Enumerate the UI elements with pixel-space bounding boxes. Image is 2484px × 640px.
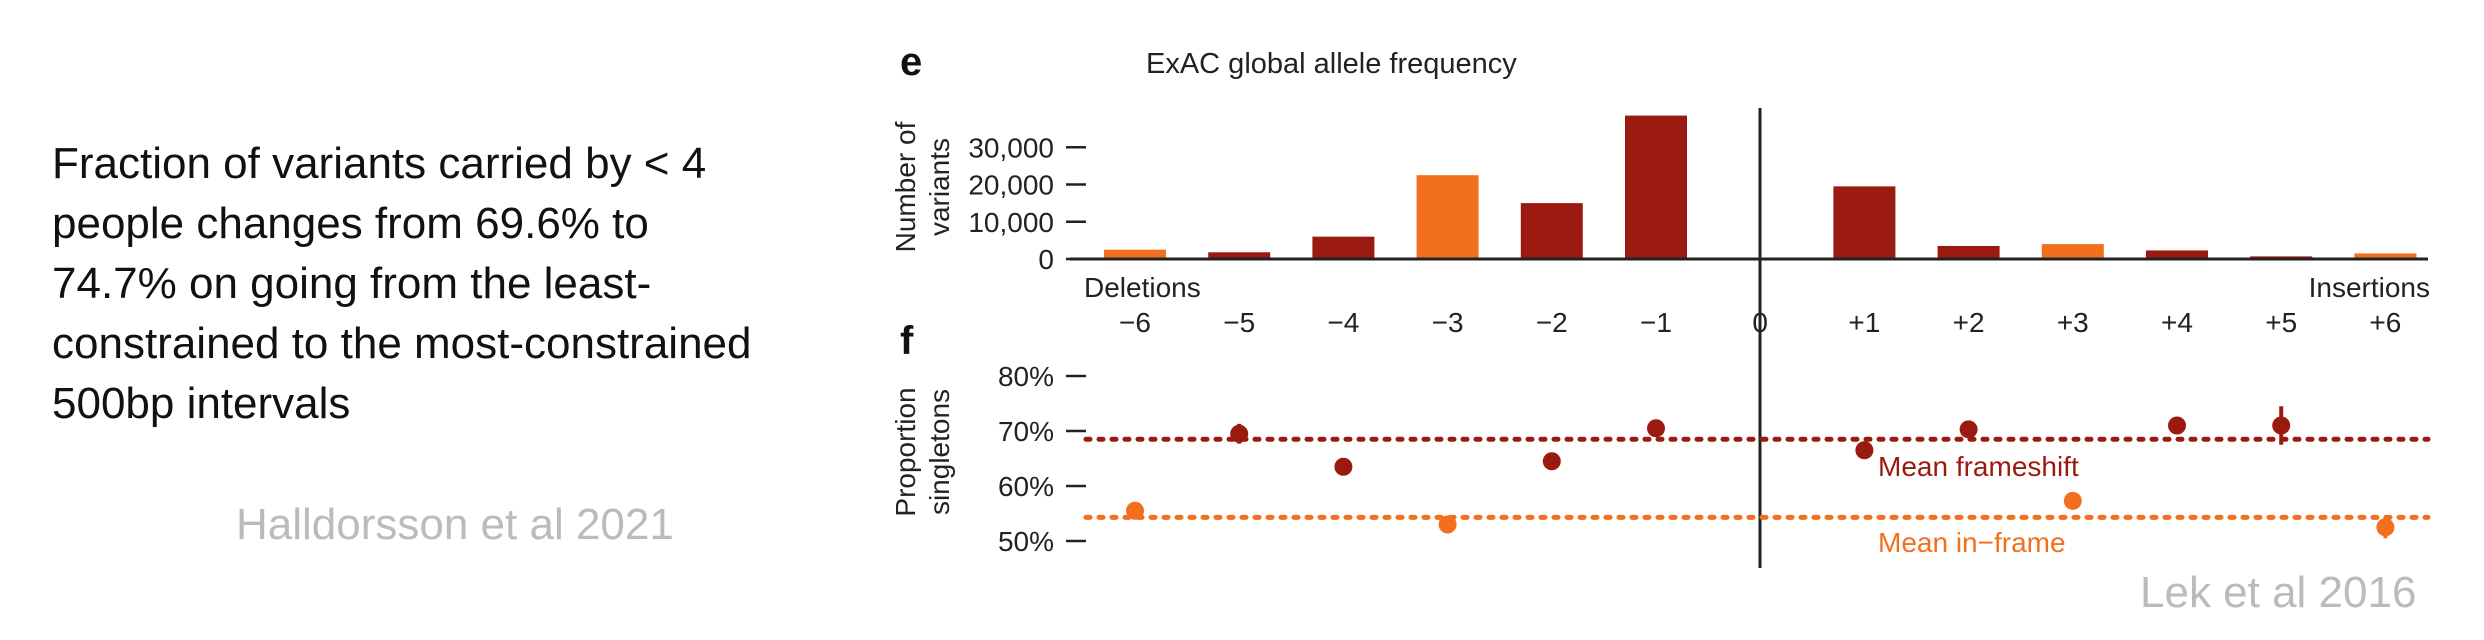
point-8: [2063, 491, 2082, 510]
x-tick-label: +1: [1848, 307, 1880, 338]
x-tick-label: −2: [1536, 307, 1568, 338]
e-ytick-label: 30,000: [968, 132, 1054, 163]
x-tick-label: +2: [1953, 307, 1985, 338]
panel-e-bars: [1104, 115, 2417, 260]
f-ytick-label: 80%: [998, 361, 1054, 392]
point-9: [2168, 416, 2186, 435]
bar-7: [1833, 186, 1896, 259]
bar-10: [2146, 250, 2208, 259]
panel-f-points: [1126, 406, 2395, 539]
x-tick-label: +4: [2161, 307, 2193, 338]
bar-12: [2354, 253, 2417, 259]
bar-9: [2041, 244, 2104, 259]
f-ytick-label: 70%: [998, 416, 1054, 447]
panel-f-ylabel: Proportion singletons: [890, 387, 955, 516]
e-ytick-label: 0: [1038, 244, 1054, 275]
e-ytick-label: 10,000: [968, 207, 1054, 238]
point-7: [1959, 420, 1978, 439]
slide-text: Fraction of variants carried by < 4 peop…: [52, 139, 752, 428]
point-2: [1334, 457, 1353, 476]
e-ytick-label: 20,000: [968, 170, 1054, 201]
point-3: [1438, 515, 1457, 534]
f-ylabel-line: singletons: [924, 389, 955, 515]
insertions-label: Insertions: [2309, 272, 2430, 303]
panel-e-title: ExAC global allele frequency: [1146, 48, 1517, 80]
ref-label-0: Mean frameshift: [1878, 451, 2079, 482]
point-11: [2376, 518, 2395, 537]
point-6: [1855, 441, 1874, 460]
e-ylabel-line: Number of: [890, 121, 921, 252]
deletions-label: Deletions: [1084, 272, 1201, 303]
x-tick-label: −4: [1327, 307, 1359, 338]
panel-f-label: f: [900, 319, 914, 363]
panel-e-y-axis: 0 10,000 20,000 30,000: [968, 132, 1086, 275]
f-ytick-label: 50%: [998, 526, 1054, 557]
bar-0: [1104, 249, 1166, 259]
panel-f-y-axis: 50% 60% 70% 80%: [998, 361, 1086, 557]
bar-5: [1625, 115, 1687, 260]
ref-label-1: Mean in−frame: [1878, 527, 2066, 558]
bar-2: [1312, 236, 1375, 259]
x-tick-label: +3: [2057, 307, 2089, 338]
panel-e-ylabel: Number of variants: [890, 121, 955, 252]
bar-8: [1937, 245, 2000, 259]
x-tick-label: −6: [1119, 307, 1151, 338]
citation-left: Halldorsson et al 2021: [236, 500, 674, 549]
point-1: [1230, 424, 1249, 443]
point-10: [2272, 416, 2291, 435]
panel-e-bar-chart: e ExAC global allele frequency Number of…: [890, 40, 2430, 338]
x-tick-label: −5: [1223, 307, 1255, 338]
bar-4: [1520, 203, 1583, 259]
citation-right: Lek et al 2016: [2140, 568, 2417, 617]
f-ylabel-line: Proportion: [890, 387, 921, 516]
x-tick-label: +6: [2369, 307, 2401, 338]
e-ylabel-line: variants: [924, 138, 955, 236]
point-4: [1542, 452, 1561, 471]
x-tick-label: −3: [1432, 307, 1464, 338]
bar-3: [1416, 175, 1479, 259]
f-ytick-label: 60%: [998, 471, 1054, 502]
bar-1: [1208, 252, 1271, 259]
mean-reference-lines: Mean frameshift Mean in−frame: [1083, 436, 2431, 558]
x-tick-labels: −6−5−4−3−2−10+1+2+3+4+5+6: [1119, 307, 2401, 338]
point-0: [1126, 501, 1144, 520]
point-5: [1647, 419, 1665, 438]
panel-f-scatter: f Proportion singletons 50% 60% 70% 80% Mean…: [890, 319, 2431, 558]
panel-e-label: e: [900, 40, 922, 84]
x-tick-label: −1: [1640, 307, 1672, 338]
x-tick-label: +5: [2265, 307, 2297, 338]
